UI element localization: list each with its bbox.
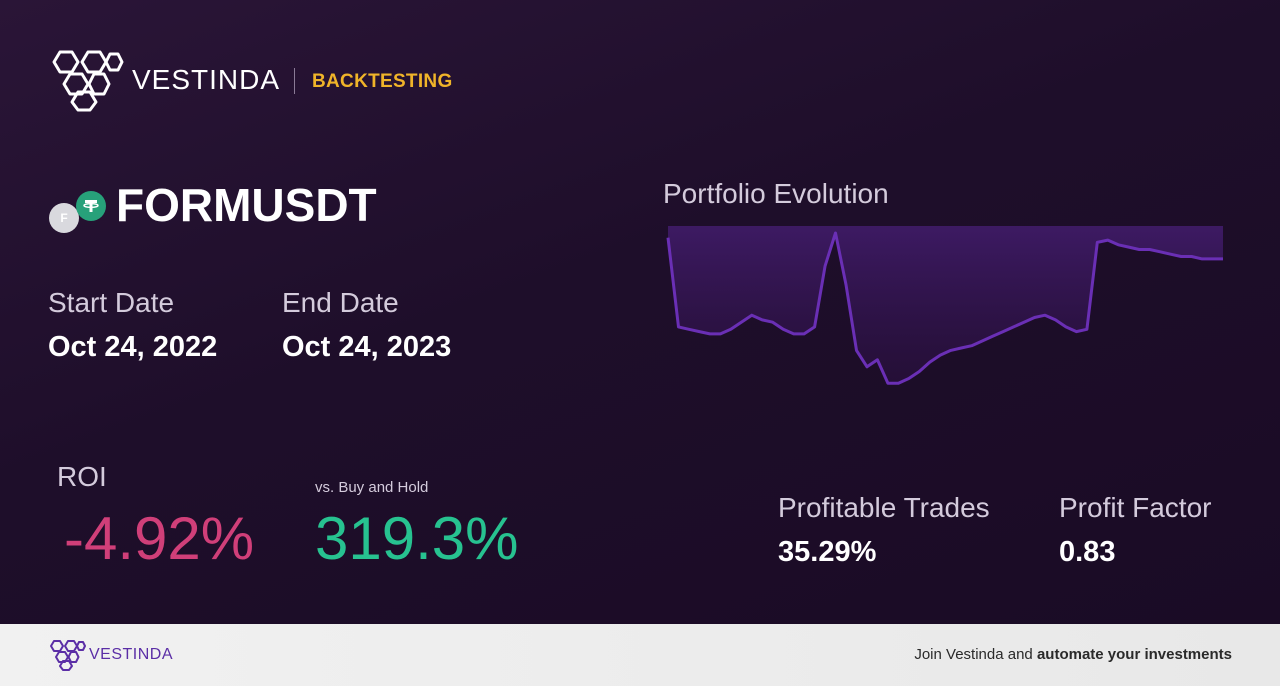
portfolio-evolution-chart (666, 226, 1223, 385)
roi-value: -4.92% (64, 505, 255, 572)
trading-pair: FORMUSDT (116, 179, 377, 231)
profitable-trades-value: 35.29% (778, 536, 877, 568)
start-date-label: Start Date (48, 287, 175, 318)
buy-hold-label: vs. Buy and Hold (315, 479, 429, 496)
buy-hold-value: 319.3% (315, 505, 519, 572)
hero-panel: VESTINDA BACKTESTING F FORMUSDT Start Da… (0, 0, 1280, 624)
chart-series-line (666, 231, 1223, 385)
chart-area (668, 226, 1223, 384)
start-date-value: Oct 24, 2022 (48, 331, 218, 363)
footer-cta-link[interactable]: Join Vestinda and automate your investme… (914, 646, 1232, 663)
coin-letter: F (60, 211, 68, 225)
profit-factor-label: Profit Factor (1059, 492, 1212, 523)
header-divider (294, 68, 295, 94)
vestinda-logo-icon (48, 48, 124, 112)
end-date-value: Oct 24, 2023 (282, 331, 452, 363)
vestinda-footer-logo-icon (48, 638, 86, 672)
chart-title: Portfolio Evolution (663, 178, 889, 209)
footer-brand-name: VESTINDA (89, 646, 174, 663)
end-date-label: End Date (282, 287, 399, 318)
brand-name: VESTINDA (132, 64, 281, 95)
footer-cta-prefix: Join Vestinda and (914, 646, 1037, 663)
tether-coin-icon (76, 191, 106, 221)
product-name: BACKTESTING (312, 71, 453, 92)
footer: VESTINDA Join Vestinda and automate your… (0, 624, 1280, 686)
profitable-trades-label: Profitable Trades (778, 492, 990, 523)
form-coin-icon: F (49, 203, 79, 233)
footer-cta-bold: automate your investments (1036, 646, 1232, 663)
profit-factor-value: 0.83 (1059, 536, 1116, 568)
roi-label: ROI (57, 461, 107, 492)
